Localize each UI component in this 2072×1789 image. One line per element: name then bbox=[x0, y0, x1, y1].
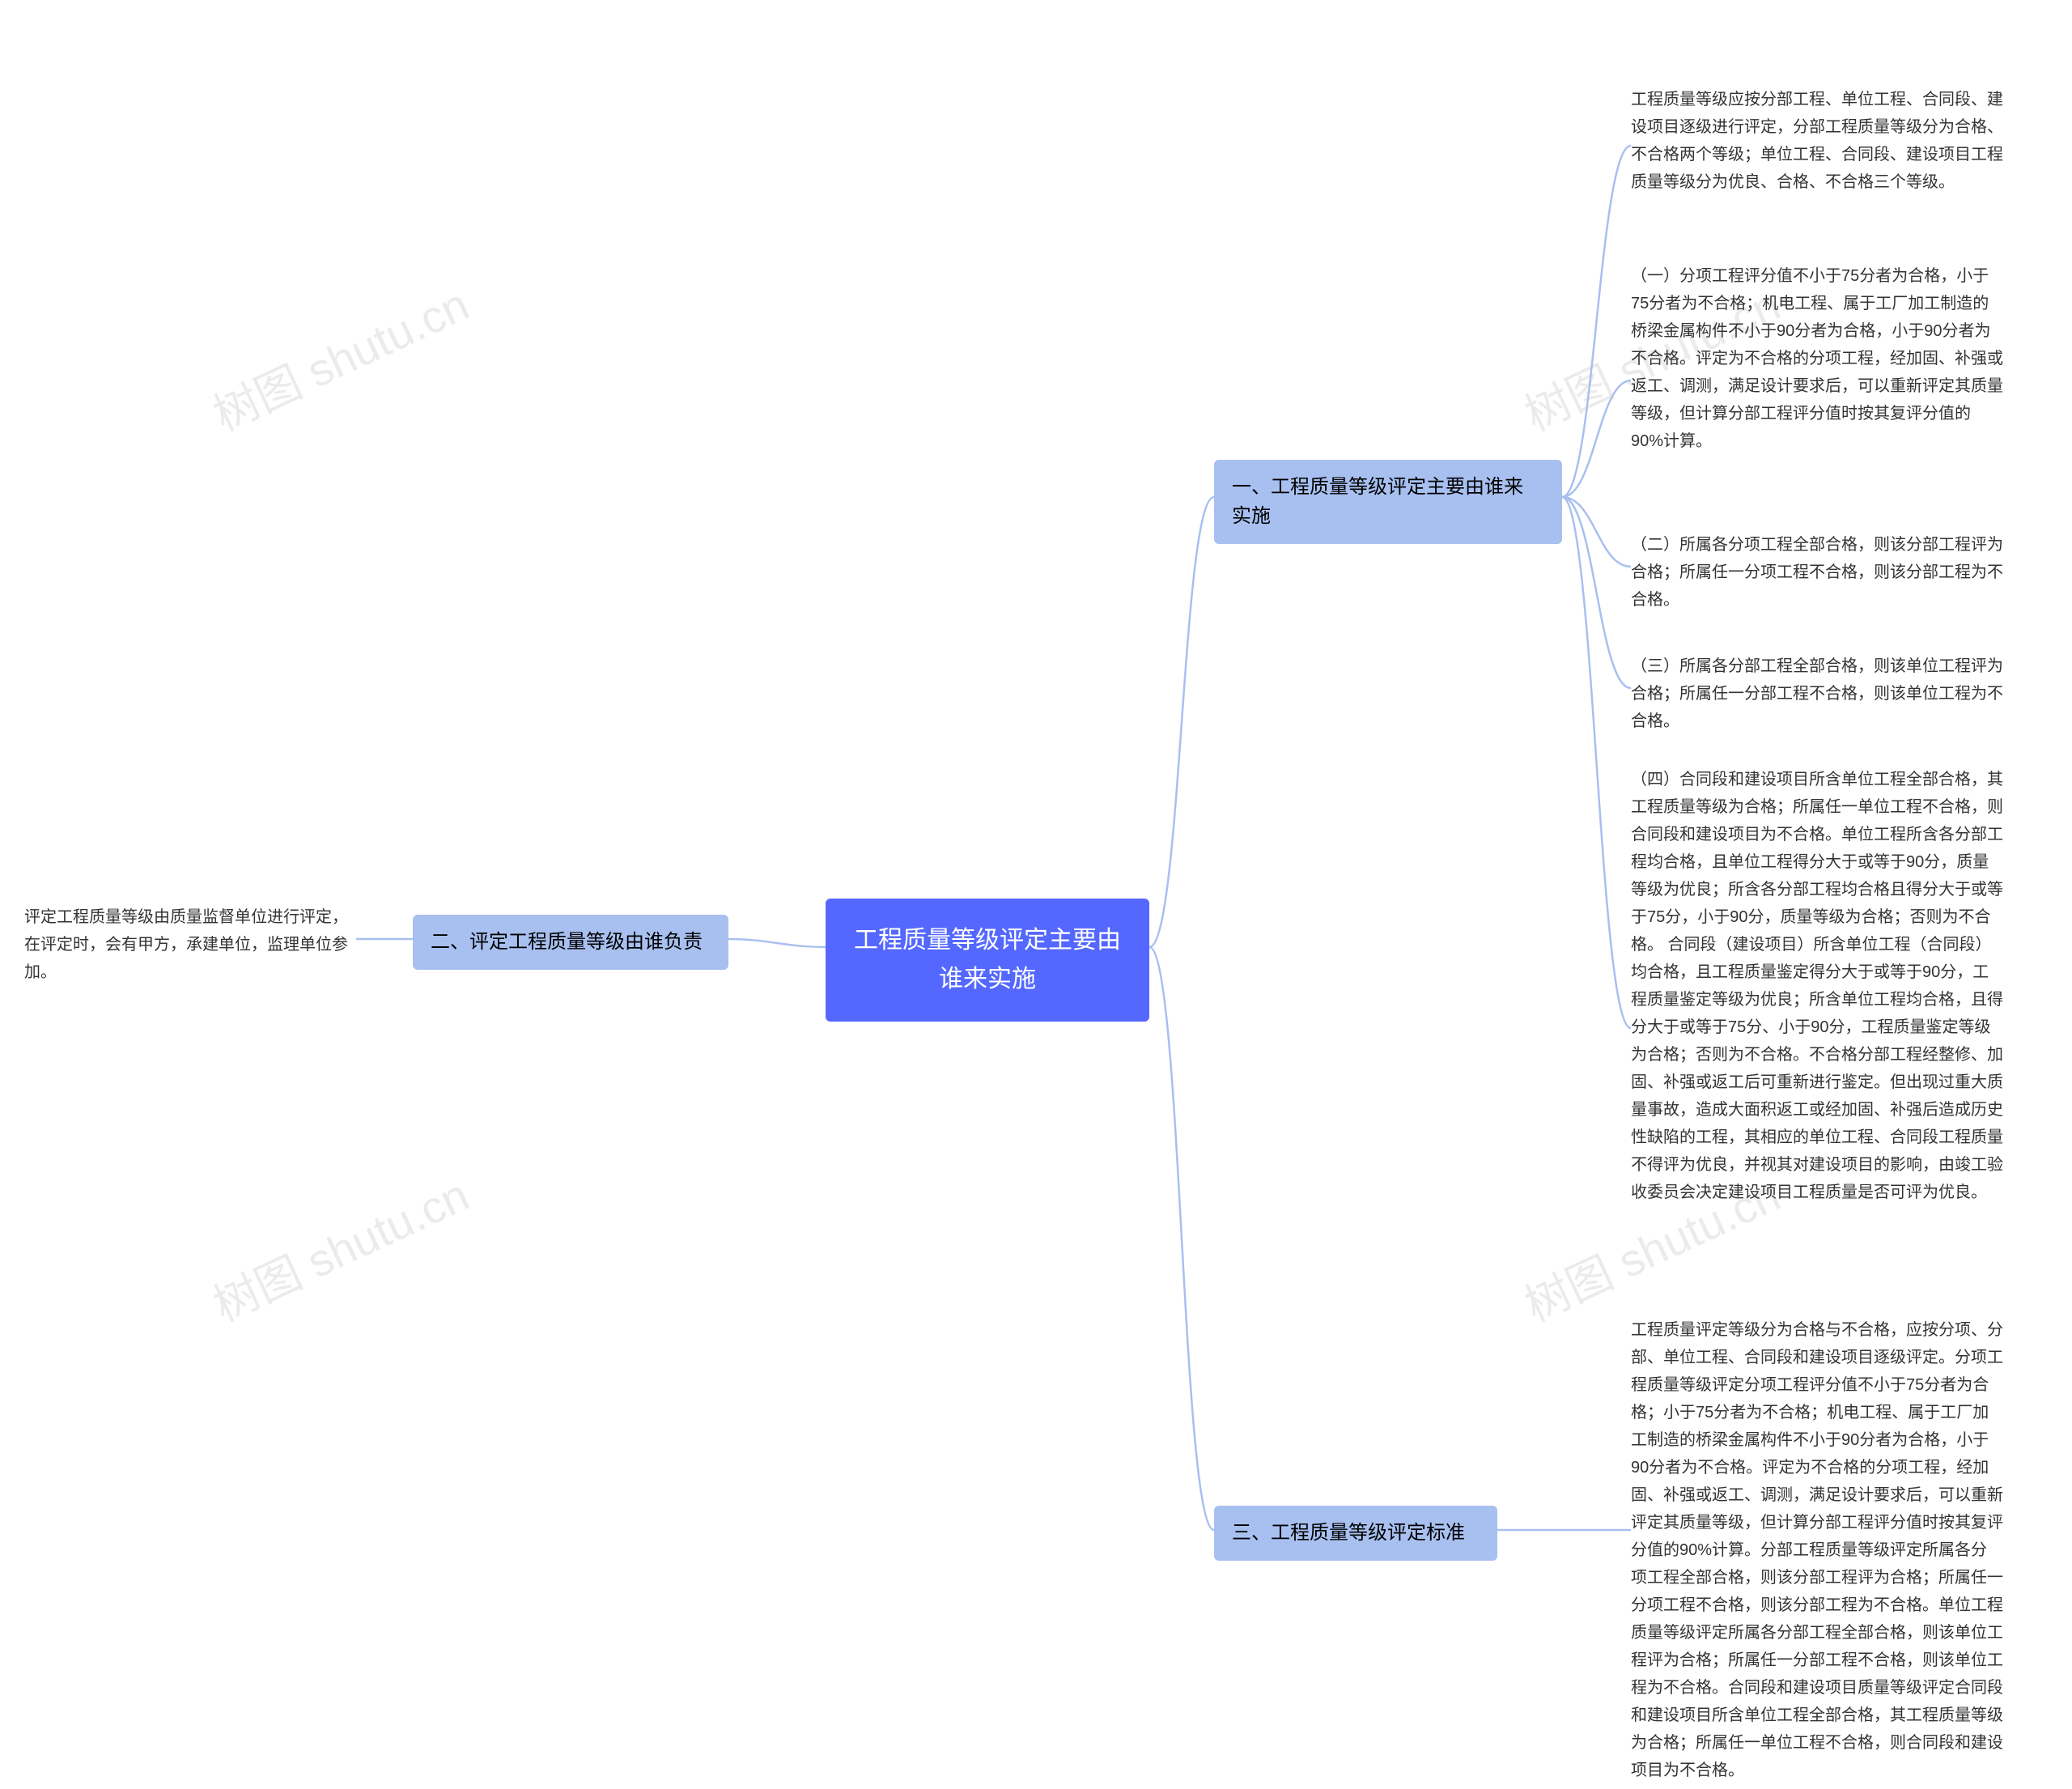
root-text: 工程质量等级评定主要由谁来实施 bbox=[854, 927, 1121, 992]
branch1-leaf1: 工程质量等级应按分部工程、单位工程、合同段、建设项目逐级进行评定，分部工程质量等… bbox=[1631, 81, 2003, 201]
branch1-node: 一、工程质量等级评定主要由谁来实施 bbox=[1214, 460, 1562, 544]
root-node: 工程质量等级评定主要由谁来实施 bbox=[826, 899, 1149, 1022]
branch1-leaf2: （一）分项工程评分值不小于75分者为合格，小于75分者为不合格；机电工程、属于工… bbox=[1631, 257, 2003, 460]
watermark-1: 树图 shutu.cn bbox=[202, 269, 478, 444]
branch3-leaf1-text: 工程质量评定等级分为合格与不合格，应按分项、分部、单位工程、合同段和建设项目逐级… bbox=[1631, 1321, 2003, 1779]
branch1-leaf1-text: 工程质量等级应按分部工程、单位工程、合同段、建设项目逐级进行评定，分部工程质量等… bbox=[1631, 91, 2003, 191]
branch3-node: 三、工程质量等级评定标准 bbox=[1214, 1506, 1497, 1561]
branch2-text: 二、评定工程质量等级由谁负责 bbox=[431, 931, 703, 953]
branch1-leaf4: （三）所属各分部工程全部合格，则该单位工程评为合格；所属任一分部工程不合格，则该… bbox=[1631, 648, 2003, 740]
branch1-leaf5-text: （四）合同段和建设项目所含单位工程全部合格，其工程质量等级为合格；所属任一单位工… bbox=[1631, 771, 2003, 1201]
branch1-leaf3-text: （二）所属各分项工程全部合格，则该分部工程评为合格；所属任一分项工程不合格，则该… bbox=[1631, 536, 2003, 609]
branch1-leaf2-text: （一）分项工程评分值不小于75分者为合格，小于75分者为不合格；机电工程、属于工… bbox=[1631, 267, 2003, 450]
watermark-2: 树图 shutu.cn bbox=[202, 1159, 478, 1335]
branch2-leaf1-text: 评定工程质量等级由质量监督单位进行评定，在评定时，会有甲方，承建单位，监理单位参… bbox=[24, 908, 348, 981]
branch1-leaf4-text: （三）所属各分部工程全部合格，则该单位工程评为合格；所属任一分部工程不合格，则该… bbox=[1631, 657, 2003, 730]
branch1-text: 一、工程质量等级评定主要由谁来实施 bbox=[1232, 476, 1523, 527]
branch3-text: 三、工程质量等级评定标准 bbox=[1232, 1522, 1465, 1544]
branch3-leaf1: 工程质量评定等级分为合格与不合格，应按分项、分部、单位工程、合同段和建设项目逐级… bbox=[1631, 1311, 2003, 1789]
branch1-leaf5: （四）合同段和建设项目所含单位工程全部合格，其工程质量等级为合格；所属任一单位工… bbox=[1631, 761, 2003, 1211]
branch1-leaf3: （二）所属各分项工程全部合格，则该分部工程评为合格；所属任一分项工程不合格，则该… bbox=[1631, 526, 2003, 618]
branch2-leaf1: 评定工程质量等级由质量监督单位进行评定，在评定时，会有甲方，承建单位，监理单位参… bbox=[24, 899, 356, 991]
branch2-node: 二、评定工程质量等级由谁负责 bbox=[413, 915, 728, 970]
